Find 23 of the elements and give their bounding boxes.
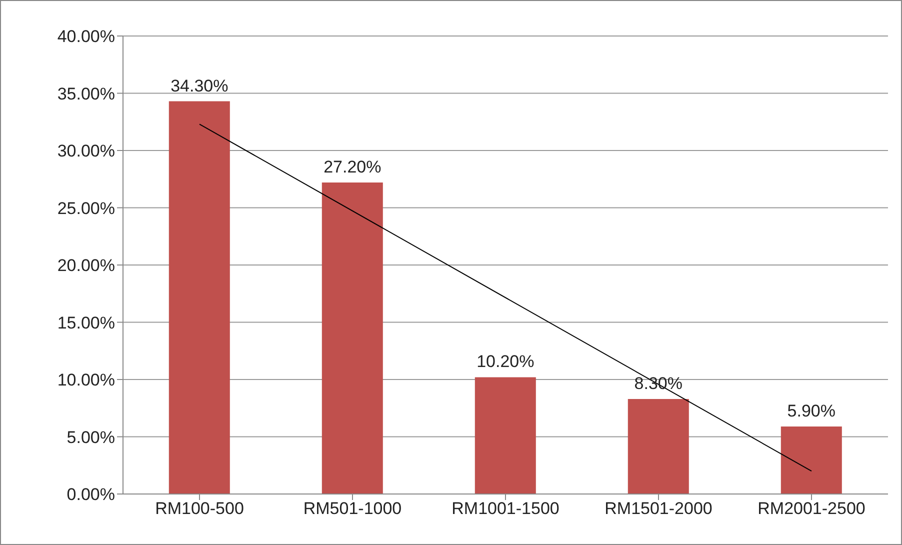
- x-tick-label: RM1001-1500: [452, 499, 560, 518]
- bar: [322, 182, 383, 494]
- data-label: 5.90%: [787, 401, 836, 420]
- bar: [628, 398, 689, 494]
- data-label: 34.30%: [170, 76, 228, 96]
- bar: [780, 426, 842, 494]
- x-tick-label: RM100-500: [155, 499, 244, 518]
- y-tick-label: 40.00%: [57, 27, 115, 46]
- data-label: 27.20%: [324, 158, 382, 177]
- x-tick-label: RM2001-2500: [758, 499, 866, 518]
- y-tick-label: 0.00%: [66, 485, 115, 504]
- y-tick-label: 10.00%: [57, 370, 115, 390]
- bar: [168, 101, 230, 494]
- data-label: 10.20%: [476, 352, 534, 372]
- x-tick-label: RM501-1000: [303, 499, 402, 518]
- y-tick-label: 35.00%: [57, 84, 115, 104]
- y-tick-label: 15.00%: [57, 313, 115, 332]
- bar: [474, 377, 536, 494]
- y-tick-label: 30.00%: [57, 142, 115, 161]
- y-tick-label: 25.00%: [57, 198, 115, 218]
- y-tick-label: 5.00%: [66, 428, 115, 447]
- y-tick-label: 20.00%: [57, 256, 115, 276]
- x-tick-label: RM1501-2000: [604, 499, 712, 518]
